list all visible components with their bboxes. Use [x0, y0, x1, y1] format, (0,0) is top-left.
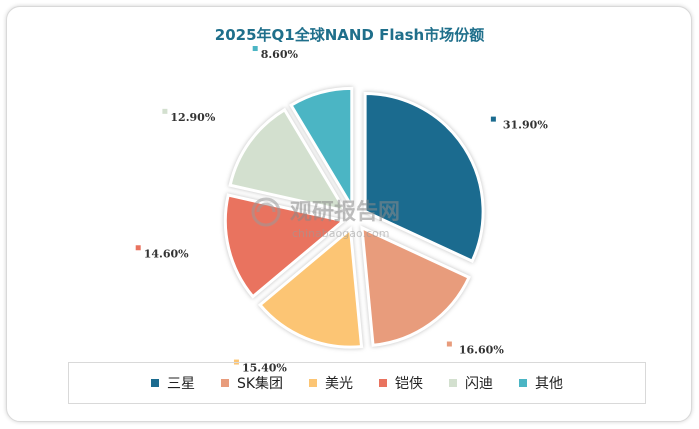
data-label-group: 12.90% — [162, 108, 216, 124]
legend-label: 其他 — [535, 376, 564, 392]
data-labels: 31.90% 16.60% 15.40% 14.60% 12.90% 8.60% — [135, 46, 548, 375]
data-label: 15.40% — [242, 362, 287, 375]
legend-item[interactable]: 三星 — [150, 373, 195, 393]
legend-swatch — [309, 379, 318, 387]
legend-item[interactable]: 其他 — [519, 373, 563, 393]
legend-label: SK集团 — [236, 376, 284, 392]
watermark-text: 观研报告网 — [290, 200, 400, 225]
data-label-marker — [162, 108, 168, 114]
watermark: 观研报告网 chinabaogao.com — [251, 197, 400, 240]
legend-swatch — [150, 379, 159, 387]
legend-swatch — [449, 379, 458, 387]
data-label-group: 8.60% — [252, 46, 299, 61]
data-label-marker — [135, 245, 141, 251]
data-label: 31.90% — [503, 119, 548, 132]
data-label: 8.60% — [261, 48, 299, 61]
data-label-group: 31.90% — [490, 116, 548, 132]
data-label: 16.60% — [459, 344, 504, 357]
data-label: 14.60% — [144, 247, 189, 260]
pie-slice-2[interactable] — [360, 225, 472, 347]
legend-label: 铠侠 — [395, 376, 424, 392]
pie-slice-5[interactable] — [228, 107, 349, 214]
legend-swatch — [379, 379, 388, 387]
data-label-marker — [446, 341, 452, 347]
data-label-group: 14.60% — [135, 245, 189, 260]
legend-swatch — [220, 379, 229, 387]
chart-legend: 三星 SK集团 美光 铠侠 闪迪 其他 — [68, 362, 646, 404]
legend-item[interactable]: 铠侠 — [379, 373, 423, 393]
chart-card — [6, 6, 692, 422]
legend-label: 闪迪 — [465, 376, 494, 392]
legend-label: 美光 — [325, 376, 354, 392]
data-label: 12.90% — [170, 111, 215, 124]
legend-swatch — [519, 379, 528, 387]
legend-item[interactable]: 闪迪 — [449, 373, 493, 393]
pie-slice-3[interactable] — [257, 226, 364, 349]
chart-title: 2025年Q1全球NAND Flash市场份额 — [214, 26, 485, 44]
pie-slice-6[interactable] — [289, 86, 354, 212]
legend-item[interactable]: 美光 — [309, 373, 353, 393]
legend-label: 三星 — [166, 376, 195, 392]
legend-item[interactable]: SK集团 — [220, 373, 284, 393]
data-label-marker — [490, 116, 496, 122]
watermark-url: chinabaogao.com — [292, 227, 390, 240]
data-label-group: 16.60% — [446, 341, 504, 357]
data-label-marker — [252, 46, 258, 52]
pie-slice-1[interactable] — [363, 92, 485, 264]
